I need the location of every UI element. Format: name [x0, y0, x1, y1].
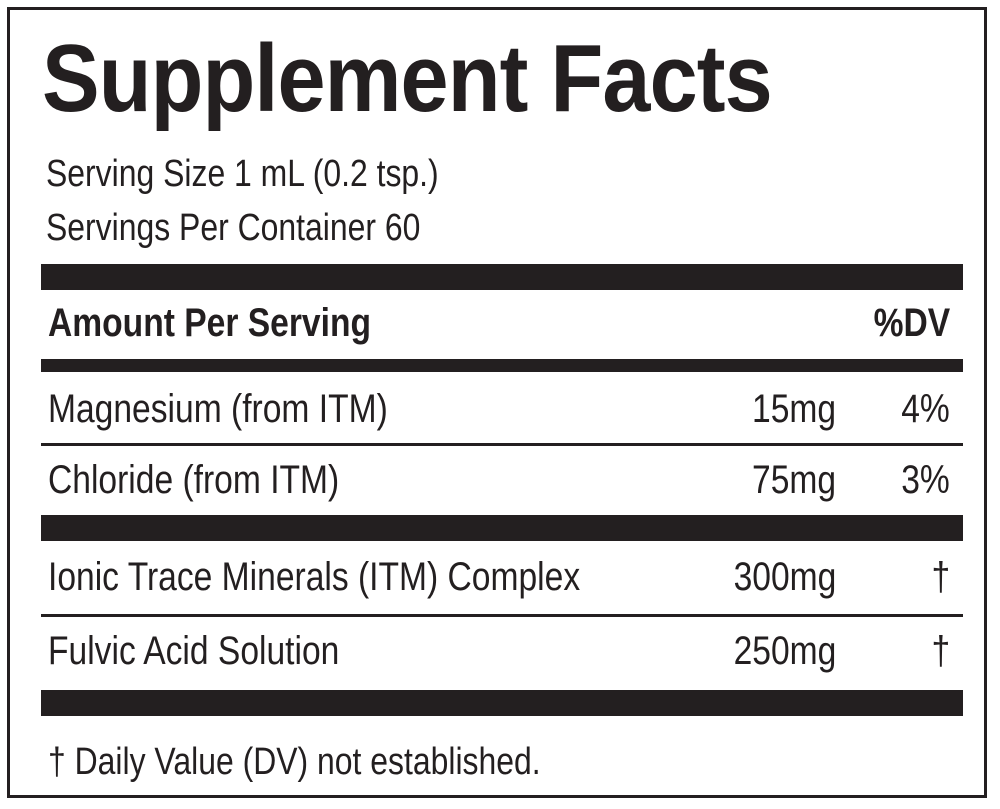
dv-header: %DV: [873, 301, 950, 345]
supplement-facts-panel: Supplement Facts Serving Size 1 mL (0.2 …: [7, 7, 987, 798]
footnote: † Daily Value (DV) not established.: [48, 741, 541, 783]
serving-size: Serving Size 1 mL (0.2 tsp.): [46, 153, 439, 195]
divider-medium: [41, 359, 963, 372]
divider-thick: [41, 515, 963, 541]
amount-per-serving-header: Amount Per Serving: [48, 301, 371, 345]
divider-thick: [41, 690, 963, 716]
ingredient-dv-dagger: †: [931, 555, 950, 599]
row-divider: [41, 614, 963, 617]
nutrient-dv: 3%: [901, 458, 950, 502]
nutrient-amount: 75mg: [751, 458, 836, 502]
servings-per-container: Servings Per Container 60: [46, 207, 421, 249]
ingredient-amount: 300mg: [733, 555, 836, 599]
nutrient-amount: 15mg: [751, 387, 836, 431]
nutrient-name: Magnesium (from ITM): [48, 387, 388, 431]
ingredient-dv-dagger: †: [931, 629, 950, 673]
ingredient-amount: 250mg: [733, 629, 836, 673]
label-title: Supplement Facts: [42, 25, 773, 132]
ingredient-name: Ionic Trace Minerals (ITM) Complex: [48, 555, 581, 599]
nutrient-dv: 4%: [901, 387, 950, 431]
ingredient-name: Fulvic Acid Solution: [48, 629, 340, 673]
nutrient-name: Chloride (from ITM): [48, 458, 340, 502]
divider-thick: [41, 264, 963, 290]
row-divider: [41, 443, 963, 446]
